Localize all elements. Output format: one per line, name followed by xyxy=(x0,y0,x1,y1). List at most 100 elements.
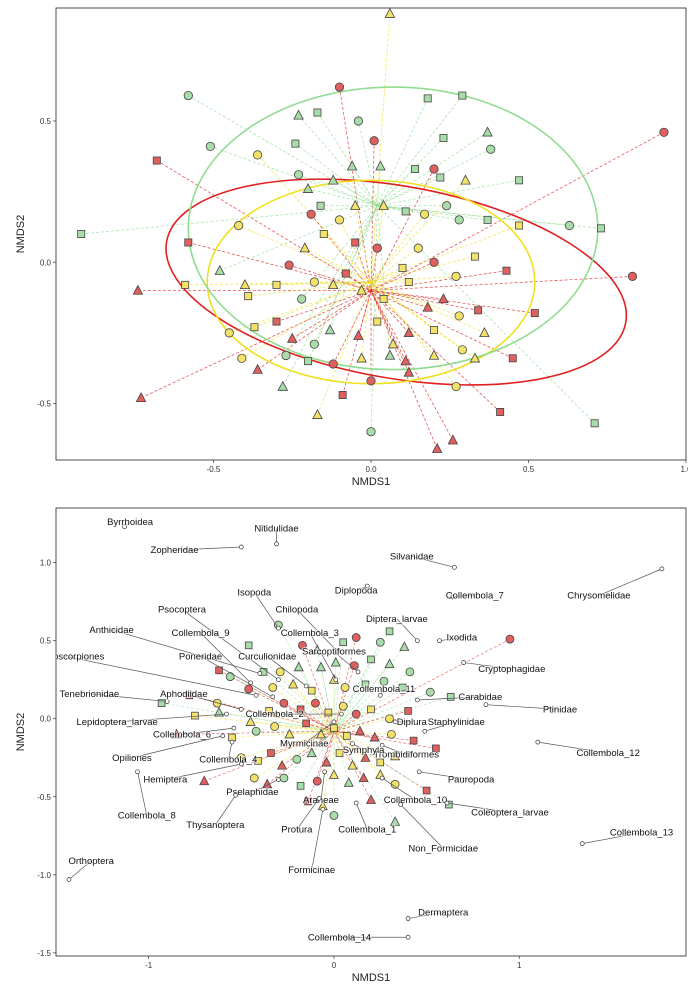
taxon-point-30 xyxy=(331,719,337,725)
point-yellow-square-49 xyxy=(319,230,328,238)
point-yellow-triangle-45 xyxy=(239,278,251,290)
taxon-point-2 xyxy=(238,544,244,550)
point-green-triangle-4 xyxy=(312,644,323,655)
spider-line-19 xyxy=(333,663,390,732)
point-red-triangle-68 xyxy=(321,756,332,767)
taxon-label-39: Araneae xyxy=(303,795,339,806)
spider-line-13 xyxy=(156,160,372,291)
point-red-square-47 xyxy=(404,707,412,715)
point-red-square-85 xyxy=(422,786,431,795)
point-red-triangle-82 xyxy=(358,772,369,783)
taxon-point-17 xyxy=(270,694,276,700)
taxon-leader-28 xyxy=(424,721,457,732)
point-yellow-triangle-80 xyxy=(328,769,340,779)
taxon-point-4 xyxy=(659,566,665,572)
spider-line-25 xyxy=(377,177,441,207)
taxon-label-0: Byrrhoidea xyxy=(107,517,154,528)
point-yellow-square-60 xyxy=(244,292,253,301)
point-yellow-square-38 xyxy=(265,707,273,715)
spider-line-58 xyxy=(370,275,633,291)
taxon-point-42 xyxy=(444,800,450,806)
spider-line-3 xyxy=(302,645,335,732)
point-red-circle-100 xyxy=(366,376,376,386)
spider-line-24 xyxy=(370,180,466,283)
point-yellow-triangle-93 xyxy=(428,349,440,360)
spider-line-19 xyxy=(333,179,378,207)
point-yellow-square-66 xyxy=(379,295,388,303)
x-tick-label-3: 1.0 xyxy=(680,465,688,474)
plot-frame xyxy=(55,507,687,957)
point-green-square-104 xyxy=(590,419,599,428)
point-red-square-13 xyxy=(152,156,161,165)
taxon-leader-37 xyxy=(419,771,472,780)
taxon-label-21: Tenebrionidae xyxy=(60,689,120,700)
point-green-triangle-9 xyxy=(399,641,410,651)
taxon-label-30: Myrmicinae xyxy=(280,739,329,750)
point-yellow-triangle-52 xyxy=(284,728,295,739)
spider-line-56 xyxy=(370,256,476,283)
point-yellow-triangle-90 xyxy=(356,352,367,363)
spider-line-4 xyxy=(316,649,335,732)
spider-line-24 xyxy=(248,688,335,732)
point-green-square-17 xyxy=(411,165,420,173)
point-red-square-96 xyxy=(508,354,517,363)
point-green-square-42 xyxy=(596,224,605,233)
spider-line-67 xyxy=(311,730,335,754)
spider-line-45 xyxy=(244,281,372,286)
point-yellow-square-46 xyxy=(272,280,281,289)
point-red-square-61 xyxy=(432,744,440,753)
taxon-point-8 xyxy=(276,677,281,683)
taxon-leader-5 xyxy=(253,592,279,629)
taxon-label-4: Chrysomelidae xyxy=(567,590,630,601)
spider-line-1 xyxy=(188,95,378,207)
spider-line-10 xyxy=(333,638,511,732)
point-red-circle-51 xyxy=(372,243,382,253)
taxon-label-12: Collembola_9 xyxy=(171,628,229,639)
point-yellow-triangle-95 xyxy=(469,352,481,363)
point-green-square-30 xyxy=(361,680,370,689)
spider-line-89 xyxy=(333,731,372,801)
point-yellow-circle-32 xyxy=(334,215,345,225)
point-red-circle-44 xyxy=(351,709,361,719)
taxon-leader-24 xyxy=(485,704,561,710)
taxon-point-23 xyxy=(414,697,420,703)
point-green-square-8 xyxy=(385,627,394,636)
point-red-square-57 xyxy=(502,266,511,275)
taxon-leader-13 xyxy=(309,632,337,680)
spider-line-75 xyxy=(254,730,335,779)
spider-line-63 xyxy=(333,281,372,286)
taxon-point-38 xyxy=(276,777,281,782)
spider-line-7 xyxy=(376,98,429,206)
taxon-leader-32 xyxy=(131,735,223,759)
point-green-circle-4 xyxy=(353,116,363,126)
taxon-label-15: Sarcoptiformes xyxy=(302,647,366,658)
x-axis-title: NMDS1 xyxy=(352,476,391,488)
taxon-point-49 xyxy=(320,806,326,812)
taxon-point-29 xyxy=(231,725,237,731)
taxon-point-24 xyxy=(483,702,489,708)
y-tick-label-2: 0.0 xyxy=(40,715,52,724)
point-red-circle-58 xyxy=(627,271,638,281)
y-tick-label-1: 0.0 xyxy=(40,258,52,267)
point-green-triangle-36 xyxy=(213,706,225,717)
point-yellow-circle-59 xyxy=(386,729,396,739)
y-tick-label-4: -1.0 xyxy=(37,871,51,880)
spider-line-31 xyxy=(333,681,385,732)
point-red-circle-6 xyxy=(351,633,361,642)
point-green-square-8 xyxy=(458,91,467,100)
spider-line-105 xyxy=(317,281,372,415)
taxon-leader-40 xyxy=(381,777,416,801)
point-red-square-75 xyxy=(272,317,281,326)
point-green-square-34 xyxy=(446,693,455,701)
taxon-leader-35 xyxy=(537,741,609,754)
spider-line-14 xyxy=(210,146,378,207)
point-green-square-39 xyxy=(483,215,492,224)
point-red-square-103 xyxy=(496,408,505,416)
point-green-triangle-19 xyxy=(384,658,395,669)
spider-line-46 xyxy=(276,281,372,286)
taxon-point-39 xyxy=(322,769,328,775)
taxon-point-50 xyxy=(405,916,411,921)
y-tick-label-5: -1.5 xyxy=(37,949,51,958)
spider-line-74 xyxy=(204,730,335,782)
